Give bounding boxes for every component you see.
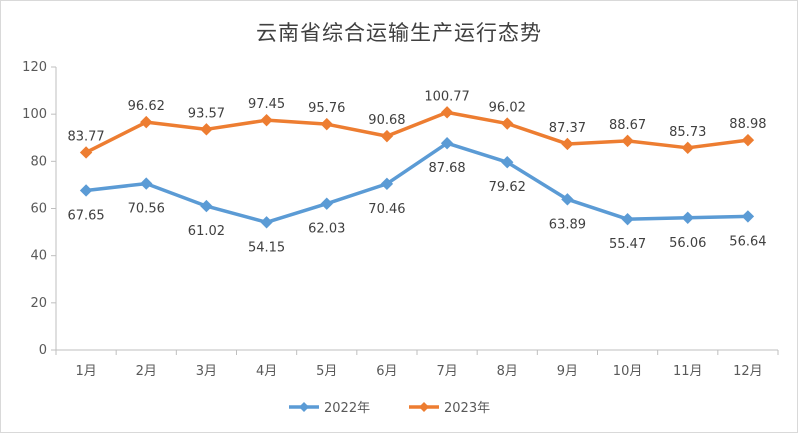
y-tick-label: 80	[30, 154, 47, 169]
x-tick-label: 4月	[256, 364, 277, 379]
data-label: 100.77	[424, 89, 470, 104]
data-point	[200, 123, 213, 136]
x-tick-label: 1月	[75, 364, 96, 379]
data-point	[200, 199, 213, 213]
x-tick-label: 9月	[557, 364, 578, 379]
series-layer	[79, 106, 755, 229]
data-label: 96.62	[128, 99, 165, 114]
data-point	[320, 117, 333, 131]
data-label: 88.67	[609, 118, 646, 133]
data-point	[140, 177, 153, 190]
data-point	[140, 115, 153, 129]
data-point	[681, 141, 694, 155]
x-tick-label: 7月	[436, 364, 457, 379]
data-point	[561, 193, 574, 206]
data-label: 95.76	[308, 101, 345, 116]
data-point	[320, 197, 333, 210]
legend-marker	[419, 402, 429, 412]
data-label: 88.98	[729, 117, 766, 132]
axes: 0 20 40 60 80 100 120 1月 2月 3月 4月 5月 6月 7月 8月 9月 10月 11月 1…	[22, 60, 779, 379]
y-tick-label: 100	[22, 107, 47, 122]
legend: 2022年 2023年	[289, 401, 490, 416]
data-point	[380, 129, 394, 143]
data-point	[79, 184, 93, 197]
data-label: 56.06	[669, 236, 706, 251]
data-label: 56.64	[729, 234, 766, 249]
x-tick-label: 2月	[136, 364, 157, 379]
data-label: 87.37	[549, 121, 586, 136]
data-label: 63.89	[549, 217, 586, 232]
y-tick-label: 60	[30, 202, 47, 217]
data-point	[260, 216, 273, 229]
data-label: 70.46	[368, 202, 405, 217]
data-point	[440, 137, 454, 150]
data-point	[621, 212, 634, 226]
y-tick-label: 120	[22, 60, 47, 75]
data-label: 67.65	[67, 208, 104, 223]
series-line	[84, 141, 750, 225]
legend-label: 2023年	[444, 401, 490, 416]
data-point	[440, 106, 454, 119]
data-label: 79.62	[489, 180, 526, 195]
data-point	[501, 156, 514, 169]
data-point	[741, 133, 755, 147]
data-label: 62.03	[308, 222, 345, 237]
data-labels: 67.65 70.56 61.02 54.15 62.03 70.46 87.68 79.62…	[67, 89, 766, 255]
data-point	[621, 134, 634, 148]
data-point	[561, 137, 574, 151]
data-label: 93.57	[188, 106, 225, 121]
x-tick-label: 3月	[196, 364, 217, 379]
x-tick-label: 6月	[376, 364, 397, 379]
data-label: 97.45	[248, 97, 285, 112]
x-tick-label: 10月	[613, 364, 643, 379]
data-label: 83.77	[67, 129, 104, 144]
data-label: 70.56	[128, 202, 165, 217]
data-point	[380, 177, 394, 191]
data-label: 54.15	[248, 240, 285, 255]
legend-marker	[299, 402, 309, 412]
data-point	[741, 210, 755, 223]
x-tick-label: 5月	[316, 364, 337, 379]
data-point	[501, 117, 514, 130]
data-label: 90.68	[368, 113, 405, 128]
data-point	[260, 113, 273, 127]
data-label: 55.47	[609, 237, 646, 252]
series-line	[84, 110, 750, 155]
y-tick-label: 40	[30, 249, 47, 264]
chart-title: 云南省综合运输生产运行态势	[256, 21, 542, 45]
data-label: 85.73	[669, 125, 706, 140]
data-label: 96.02	[489, 101, 526, 116]
data-point	[79, 146, 93, 159]
y-tick-label: 0	[39, 343, 47, 358]
legend-label: 2022年	[324, 401, 370, 416]
data-label: 61.02	[188, 224, 225, 239]
data-label: 87.68	[428, 161, 465, 176]
data-point	[681, 211, 694, 224]
x-tick-label: 8月	[497, 364, 518, 379]
x-tick-label: 11月	[673, 364, 703, 379]
y-tick-label: 20	[30, 296, 47, 311]
x-tick-label: 12月	[733, 364, 763, 379]
